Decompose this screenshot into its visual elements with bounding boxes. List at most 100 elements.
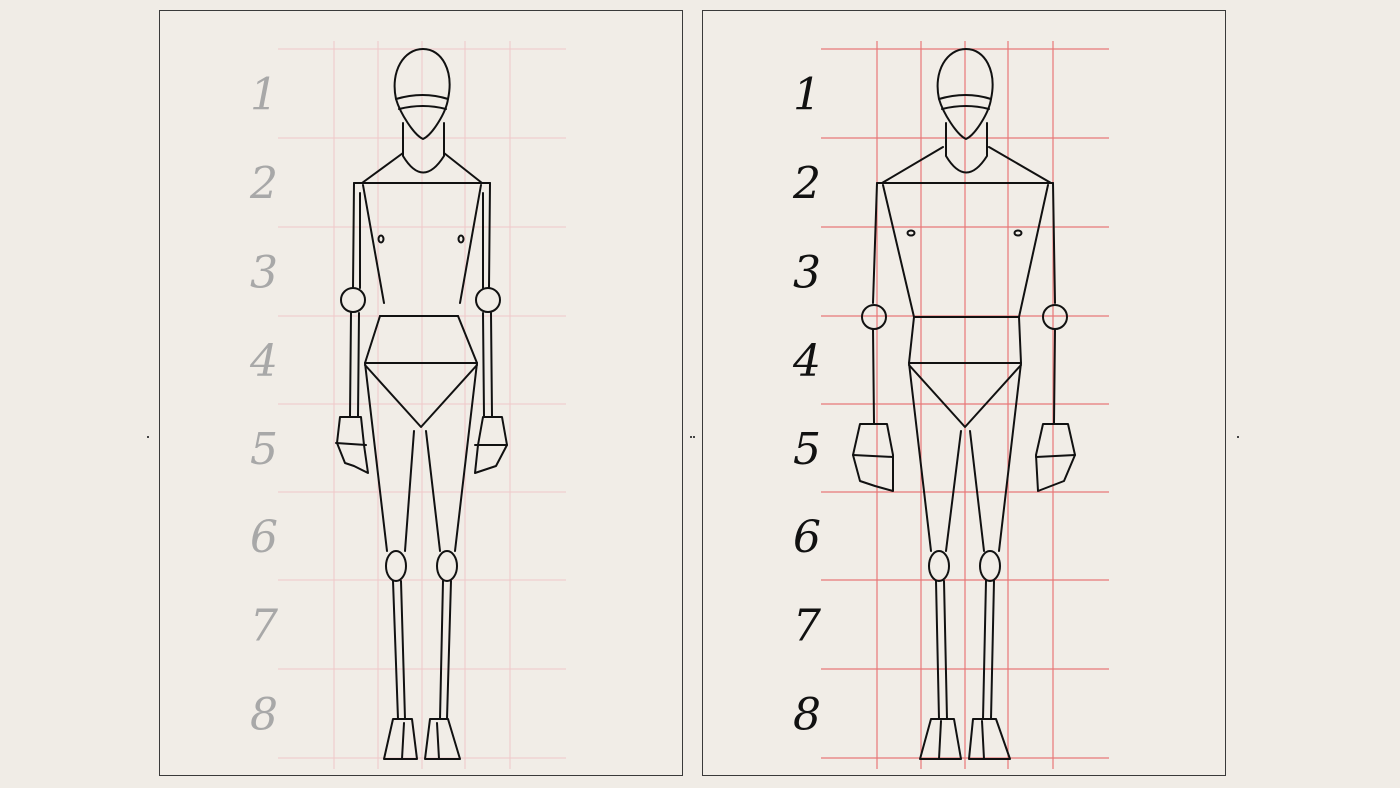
elbow-right — [475, 287, 501, 313]
shin-right-outer — [990, 580, 995, 720]
head-count-number: 6 — [793, 512, 821, 563]
head-count-number: 6 — [250, 512, 278, 563]
proportion-grid-right — [821, 41, 1109, 769]
foot-left — [383, 718, 418, 760]
thigh-left-inner — [404, 430, 415, 552]
hand-right — [1035, 423, 1076, 492]
figure-panel-right: 1 2 3 4 5 6 7 8 — [702, 10, 1226, 776]
figure-drawing-left: 1 2 3 4 5 6 7 8 — [249, 41, 566, 769]
upper-arm-left — [352, 182, 355, 289]
shin-left-outer — [935, 580, 940, 720]
figure-drawing-right: 1 2 3 4 5 6 7 8 — [792, 41, 1109, 769]
upper-arm-right — [1052, 182, 1056, 304]
forearm-right — [1053, 328, 1056, 424]
hand-left — [336, 416, 369, 474]
knee-right — [979, 550, 1001, 582]
head-count-number: 7 — [793, 601, 821, 652]
shin-right-inner — [439, 580, 444, 720]
pelvis-triangle — [364, 364, 478, 428]
nipple-left — [906, 229, 916, 237]
elbow-right — [1042, 304, 1068, 330]
thigh-left-outer — [364, 362, 388, 552]
upper-arm-right — [488, 182, 491, 289]
shin-right-outer — [446, 580, 452, 720]
thigh-right-outer — [998, 362, 1022, 552]
thigh-left-outer — [908, 362, 932, 552]
trapezius-right — [988, 146, 1052, 184]
head-count-number: 3 — [250, 248, 278, 299]
forearm-right — [490, 312, 493, 417]
shin-left-outer — [392, 580, 399, 720]
hand-left-crease — [335, 442, 367, 446]
hand-right-crease — [1035, 454, 1076, 458]
thigh-right-inner — [969, 430, 985, 552]
head-count-number: 7 — [250, 601, 278, 652]
head-count-number: 8 — [793, 690, 821, 741]
jaw-line-lower — [941, 105, 990, 110]
forearm-left — [349, 312, 352, 417]
hip-left — [908, 316, 915, 364]
neck — [402, 122, 445, 174]
head-count-number: 1 — [250, 70, 278, 121]
jaw-line — [395, 94, 449, 100]
knee-left — [928, 550, 950, 582]
torso-right — [459, 184, 482, 304]
center-dot-a — [690, 436, 692, 438]
shin-left-inner — [400, 580, 406, 720]
proportion-grid-left — [278, 41, 566, 769]
forearm-left-inner — [357, 312, 360, 417]
foot-right-toe — [981, 720, 985, 760]
foot-left — [919, 718, 962, 760]
nipple-right — [457, 234, 465, 244]
jaw-line — [938, 94, 992, 100]
head-count-number: 1 — [793, 70, 821, 121]
shin-right-inner — [982, 580, 987, 720]
hip-right — [1018, 316, 1022, 364]
head-count-number: 8 — [250, 690, 278, 741]
foot-right-toe — [436, 722, 440, 760]
center-dot-b — [693, 436, 695, 438]
stick-figure-left — [335, 48, 508, 760]
forearm-right-inner — [482, 312, 485, 417]
elbow-left — [340, 287, 366, 313]
torso-left — [882, 184, 915, 318]
head-count-numbers-right: 1 2 3 4 5 6 7 8 — [792, 70, 821, 741]
jaw-line-lower — [398, 105, 447, 110]
thigh-right-outer — [454, 362, 478, 552]
knee-right — [436, 550, 458, 582]
stick-figure-right — [852, 48, 1076, 760]
head-count-number: 2 — [249, 159, 278, 210]
head-count-number: 4 — [792, 336, 821, 387]
foot-left-toe — [401, 722, 405, 760]
foot-left-toe — [938, 720, 942, 760]
pelvis-triangle — [908, 364, 1022, 428]
thigh-left-inner — [945, 430, 962, 552]
trapezius-right — [443, 152, 483, 184]
hip-right — [457, 315, 478, 364]
nipple-left — [377, 234, 385, 244]
elbow-left — [861, 304, 887, 330]
torso-left — [362, 184, 385, 304]
head-count-number: 5 — [793, 424, 821, 475]
head-count-number: 4 — [249, 336, 278, 387]
hand-left-crease — [852, 454, 894, 458]
nipple-right — [1013, 229, 1023, 237]
neck — [945, 122, 988, 174]
hand-left — [852, 423, 894, 492]
head-count-number: 3 — [793, 248, 821, 299]
forearm-left — [872, 328, 875, 424]
figure-panel-left: 1 2 3 4 5 6 7 8 — [159, 10, 683, 776]
right-edge-dot — [1237, 436, 1239, 438]
foot-right — [424, 718, 461, 760]
head-count-numbers-left: 1 2 3 4 5 6 7 8 — [249, 70, 278, 741]
foot-right — [968, 718, 1011, 760]
shin-left-inner — [943, 580, 948, 720]
head-count-number: 5 — [250, 424, 278, 475]
head-count-number: 2 — [792, 159, 821, 210]
trapezius-left — [881, 146, 944, 184]
knee-left — [385, 550, 407, 582]
hip-left — [364, 315, 381, 364]
trapezius-left — [361, 152, 404, 184]
left-edge-dot — [147, 436, 149, 438]
torso-right — [1018, 184, 1049, 318]
